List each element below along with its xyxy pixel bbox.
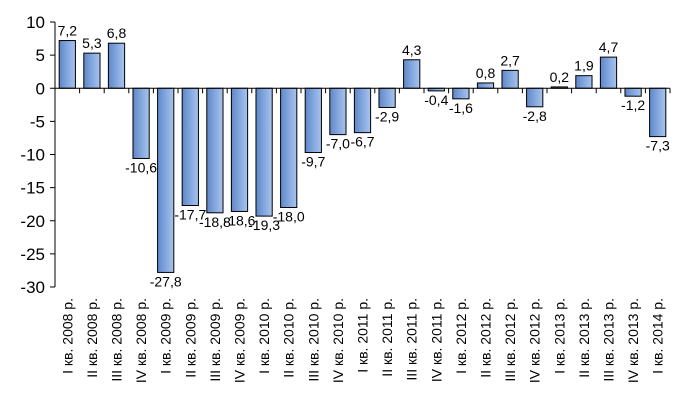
- category-label: I кв. 2013 р.: [551, 298, 567, 374]
- data-label: -19,3: [248, 217, 280, 233]
- y-axis: 10 5 0 -5 -10 -15 -20 -25 -30: [20, 13, 56, 297]
- data-label: 0,8: [476, 65, 496, 81]
- bar: [599, 56, 618, 89]
- data-labels: 7,25,36,8-10,6-27,8-17,7-18,8-18,6-19,3-…: [58, 23, 670, 290]
- data-label: -6,7: [350, 134, 374, 150]
- y-tick-label: -25: [20, 245, 45, 264]
- bar: [476, 82, 495, 89]
- data-label: 1,9: [574, 58, 594, 74]
- bar: [83, 52, 101, 89]
- data-label: -1,6: [449, 100, 473, 116]
- data-label: 0,2: [550, 69, 570, 85]
- data-label: 5,3: [82, 35, 102, 51]
- y-tick-label: 10: [26, 13, 45, 32]
- category-label: IV кв. 2008 р.: [133, 298, 149, 383]
- category-label: I кв. 2014 р.: [650, 298, 666, 374]
- bar: [304, 87, 322, 154]
- category-label: III кв. 2010 р.: [305, 298, 321, 382]
- category-label: III кв. 2012 р.: [502, 298, 518, 382]
- category-label: III кв. 2013 р.: [601, 298, 617, 382]
- bar: [255, 87, 273, 217]
- x-axis: [54, 87, 671, 94]
- category-label: IV кв. 2009 р.: [232, 298, 248, 383]
- bar: [157, 87, 175, 273]
- bar: [378, 87, 396, 108]
- category-label: III кв. 2011 р.: [404, 298, 420, 381]
- bar: [649, 87, 667, 138]
- bar: [206, 87, 224, 214]
- y-tick-label: 5: [36, 46, 45, 65]
- category-label: I кв. 2008 р.: [59, 298, 75, 374]
- category-label: III кв. 2009 р.: [207, 298, 223, 382]
- data-label: -10,6: [125, 159, 157, 175]
- data-label: 2,7: [500, 52, 520, 68]
- data-label: -18,8: [199, 214, 231, 230]
- data-label: -0,4: [424, 92, 448, 108]
- y-tick-label: -20: [20, 212, 45, 231]
- data-label: -7,0: [326, 136, 350, 152]
- bar: [280, 87, 298, 208]
- bar: [353, 87, 372, 134]
- bar: [452, 87, 470, 100]
- data-label: -2,8: [523, 108, 547, 124]
- bar: [501, 69, 519, 89]
- category-label: II кв. 2011 р.: [379, 298, 395, 377]
- category-label: II кв. 2013 р.: [576, 298, 592, 378]
- data-label: -27,8: [150, 273, 182, 289]
- category-label: II кв. 2008 р.: [84, 298, 100, 378]
- bar: [403, 59, 421, 89]
- data-label: 6,8: [107, 25, 127, 41]
- bar: [329, 87, 347, 136]
- bar: [58, 40, 76, 89]
- category-label: I кв. 2011 р.: [355, 298, 371, 373]
- data-label: -9,7: [301, 154, 325, 170]
- data-label: 4,3: [402, 42, 422, 58]
- y-tick-label: 0: [36, 79, 45, 98]
- bar: [181, 87, 199, 207]
- bars: [58, 40, 667, 273]
- category-label: IV кв. 2011 р.: [428, 298, 444, 382]
- category-labels: I кв. 2008 р. II кв. 2008 р. III кв. 2008 …: [59, 298, 665, 383]
- category-label: II кв. 2012 р.: [478, 298, 494, 378]
- bar: [132, 87, 150, 159]
- data-label: -1,2: [621, 97, 645, 113]
- data-label: 4,7: [599, 39, 619, 55]
- y-tick-label: -30: [20, 278, 45, 297]
- category-label: II кв. 2010 р.: [281, 298, 297, 378]
- category-label: I кв. 2012 р.: [453, 298, 469, 374]
- data-label: 7,2: [58, 23, 78, 39]
- category-label: IV кв. 2010 р.: [330, 298, 346, 383]
- bar: [526, 87, 544, 108]
- data-label: -18,0: [273, 209, 305, 225]
- y-tick-label: -5: [30, 112, 45, 131]
- data-label: -7,3: [646, 138, 670, 154]
- bar: [107, 42, 126, 89]
- category-label: I кв. 2009 р.: [158, 298, 174, 374]
- y-tick-label: -15: [20, 179, 45, 198]
- category-label: III кв. 2008 р.: [109, 298, 125, 382]
- bar: [575, 75, 593, 89]
- data-label: -2,9: [375, 108, 399, 124]
- bar: [230, 87, 249, 212]
- bar: [624, 87, 642, 97]
- category-label: IV кв. 2012 р.: [527, 298, 543, 383]
- data-label: -17,7: [174, 207, 206, 223]
- category-label: IV кв. 2013 р.: [625, 298, 641, 383]
- category-label: I кв. 2010 р.: [256, 298, 272, 374]
- category-label: II кв. 2009 р.: [182, 298, 198, 378]
- data-label: -18,6: [224, 212, 256, 228]
- y-tick-label: -10: [20, 146, 45, 165]
